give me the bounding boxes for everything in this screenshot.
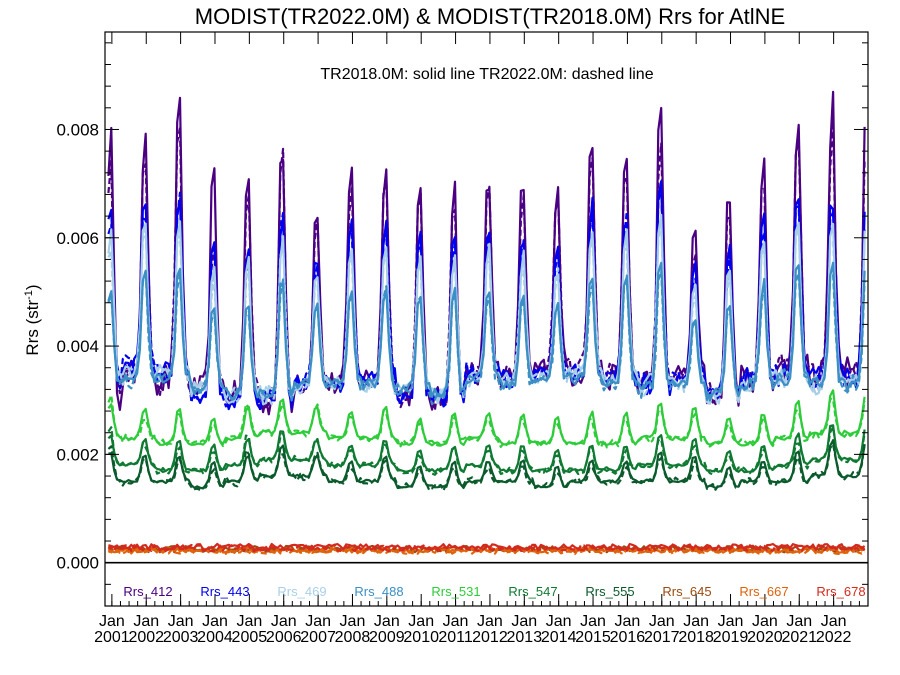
x-tick-label-year: 2018 xyxy=(678,629,714,646)
x-tick-label-year: 2007 xyxy=(300,629,336,646)
x-tick-label-year: 2012 xyxy=(472,629,508,646)
legend-item-Rrs_531: Rrs_531 xyxy=(431,584,480,599)
x-tick-label-year: 2020 xyxy=(747,629,783,646)
x-tick-label-month: Jan xyxy=(649,613,675,630)
x-tick-label-month: Jan xyxy=(580,613,606,630)
series-Rrs_667-dashed xyxy=(107,547,866,556)
y-axis-label-superscript: -1 xyxy=(23,290,35,300)
series-Rrs_547-dashed xyxy=(107,426,866,476)
x-tick-label-month: Jan xyxy=(615,613,641,630)
x-tick-label-month: Jan xyxy=(477,613,503,630)
x-tick-label-month: Jan xyxy=(133,613,159,630)
x-tick-label-year: 2014 xyxy=(541,629,577,646)
x-tick-label-year: 2009 xyxy=(369,629,405,646)
x-tick-label-month: Jan xyxy=(718,613,744,630)
y-axis-label-close: ) xyxy=(23,284,42,290)
x-tick-label-year: 2006 xyxy=(266,629,302,646)
series-Rrs_555-solid xyxy=(108,439,866,490)
x-tick-label-month: Jan xyxy=(821,613,847,630)
legend-item-Rrs_678: Rrs_678 xyxy=(816,584,865,599)
x-tick-label-year: 2013 xyxy=(507,629,543,646)
x-tick-label-month: Jan xyxy=(408,613,434,630)
legend: Rrs_412 Rrs_443 Rrs_469 Rrs_488 Rrs_531 Rrs_5… xyxy=(123,584,865,599)
x-tick-label-month: Jan xyxy=(168,613,194,630)
x-tick-label-month: Jan xyxy=(546,613,572,630)
legend-item-Rrs_488: Rrs_488 xyxy=(354,584,403,599)
x-tick-label-month: Jan xyxy=(683,613,709,630)
x-tick-label-month: Jan xyxy=(305,613,331,630)
x-tick-label-month: Jan xyxy=(271,613,297,630)
x-tick-label-year: 2017 xyxy=(644,629,680,646)
x-tick-label-month: Jan xyxy=(786,613,812,630)
x-tick-label-year: 2022 xyxy=(816,629,852,646)
x-tick-label-year: 2008 xyxy=(335,629,371,646)
x-tick-label-month: Jan xyxy=(340,613,366,630)
x-axis: Jan2001Jan2002Jan2003Jan2004Jan2005Jan20… xyxy=(94,32,860,646)
series-Rrs_555-dashed xyxy=(107,443,866,492)
series-Rrs_678-dashed xyxy=(107,543,866,553)
y-tick-label: 0.002 xyxy=(56,445,99,464)
series-Rrs_531-solid xyxy=(107,389,866,447)
x-tick-label-year: 2011 xyxy=(438,629,473,646)
line-style-annotation: TR2018.0M: solid line TR2022.0M: dashed … xyxy=(320,66,653,83)
y-tick-label: 0.004 xyxy=(56,337,99,356)
legend-item-Rrs_443: Rrs_443 xyxy=(200,584,249,599)
x-tick-label-year: 2003 xyxy=(163,629,199,646)
plot-frame xyxy=(104,31,869,607)
x-tick-label-year: 2002 xyxy=(128,629,164,646)
series-Rrs_412-solid xyxy=(107,90,866,416)
series-Rrs_488-solid xyxy=(107,261,866,402)
y-tick-label: 0.006 xyxy=(56,229,99,248)
legend-item-Rrs_469: Rrs_469 xyxy=(277,584,326,599)
y-tick-label: 0.000 xyxy=(56,554,99,573)
x-tick-label-month: Jan xyxy=(236,613,262,630)
chart-title: MODIST(TR2022.0M) & MODIST(TR2018.0M) Rr… xyxy=(195,4,785,29)
y-tick-label: 0.008 xyxy=(56,120,99,139)
y-axis-label-main: Rrs (str xyxy=(23,300,42,356)
x-tick-label-month: Jan xyxy=(374,613,400,630)
y-axis-label: Rrs (str-1) xyxy=(23,284,42,355)
series-Rrs_488-dashed xyxy=(107,269,866,406)
x-tick-label-year: 2004 xyxy=(197,629,233,646)
legend-item-Rrs_555: Rrs_555 xyxy=(585,584,634,599)
legend-item-Rrs_667: Rrs_667 xyxy=(739,584,788,599)
x-tick-label-month: Jan xyxy=(202,613,228,630)
x-tick-label-year: 2015 xyxy=(575,629,611,646)
y-axis: 0.000 0.002 0.004 0.006 0.008 xyxy=(56,42,868,607)
series-Rrs_469-dashed xyxy=(107,220,866,406)
x-tick-label-year: 2021 xyxy=(781,629,817,646)
legend-item-Rrs_645: Rrs_645 xyxy=(662,584,711,599)
legend-item-Rrs_412: Rrs_412 xyxy=(123,584,172,599)
legend-item-Rrs_547: Rrs_547 xyxy=(508,584,557,599)
series-layer xyxy=(105,90,868,564)
x-tick-label-year: 2016 xyxy=(610,629,646,646)
x-tick-label-month: Jan xyxy=(511,613,537,630)
series-Rrs_531-dashed xyxy=(107,394,866,449)
x-tick-label-year: 2010 xyxy=(403,629,439,646)
x-tick-label-year: 2019 xyxy=(713,629,749,646)
x-tick-label-year: 2001 xyxy=(94,629,130,646)
x-tick-label-month: Jan xyxy=(752,613,778,630)
series-Rrs_443-dashed xyxy=(107,183,866,410)
x-tick-label-month: Jan xyxy=(443,613,469,630)
x-tick-label-year: 2005 xyxy=(232,629,268,646)
x-tick-label-month: Jan xyxy=(99,613,125,630)
